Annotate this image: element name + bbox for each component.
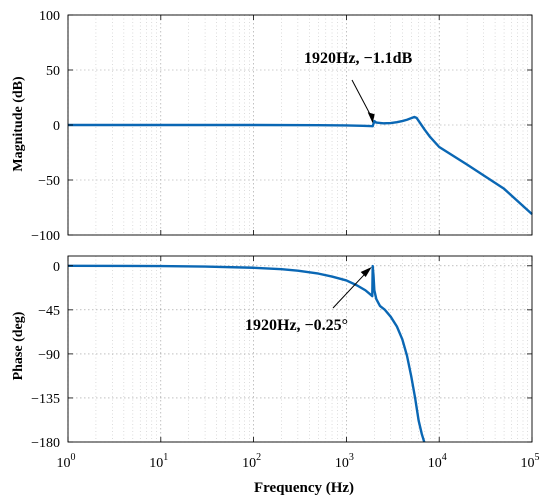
y-tick-label: 0 [53,260,60,275]
y-tick-label: 50 [46,64,60,79]
x-tick-label: 101 [149,452,168,471]
y-tick-label: −100 [31,229,60,244]
x-tick-label: 105 [521,452,540,471]
x-tick-label: 102 [242,452,261,471]
x-tick-label: 104 [428,452,447,471]
phase-axes-frame [67,255,533,443]
annotation-layer: 1920Hz, −1.1dB 1920Hz, −0.25° [245,50,413,334]
magnitude-axis-label: Magnitude (dB) [11,76,26,172]
x-tick-label: 103 [335,452,354,471]
phase-curve [67,264,426,443]
magnitude-curve [68,115,533,215]
y-tick-label: −135 [31,392,60,407]
y-tick-label: 0 [53,119,60,134]
y-tick-label: −90 [38,348,60,363]
frequency-axis-label: Frequency (Hz) [254,480,354,496]
y-tick-label: −50 [38,174,60,189]
grid-layer [67,14,532,443]
frame-layer [67,14,533,443]
curve-layer [67,115,533,443]
y-tick-label: −45 [38,304,60,319]
phase-arrowhead [360,267,372,278]
phase-axis-label: Phase (deg) [11,311,26,380]
x-tick-label: 100 [57,452,76,471]
y-tick-label: 100 [39,9,60,24]
phase-annotation: 1920Hz, −0.25° [245,317,348,334]
y-tick-label: −180 [31,436,60,451]
magnitude-annotation: 1920Hz, −1.1dB [304,50,413,67]
phase-arrow [332,271,368,309]
magnitude-arrowhead [367,112,375,124]
